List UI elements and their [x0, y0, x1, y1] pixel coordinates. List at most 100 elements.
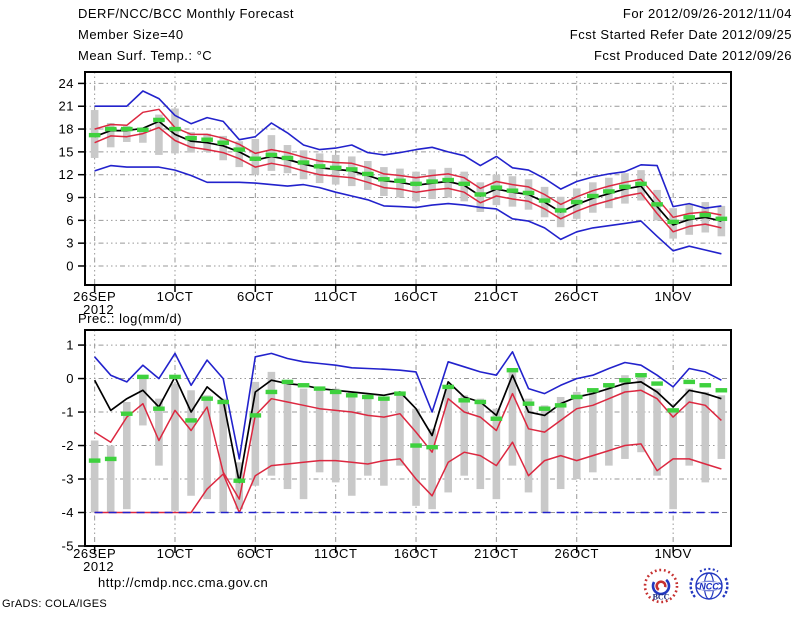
green-dash-marker — [345, 393, 358, 398]
page-title: DERF/NCC/BCC Monthly Forecast — [78, 6, 295, 21]
member-range-bar — [219, 398, 227, 513]
green-dash-marker — [651, 202, 663, 207]
green-dash-marker — [249, 413, 262, 418]
green-dash-marker — [474, 399, 487, 405]
series-lower-spread-red — [94, 126, 722, 233]
series-ensemble-mean-black — [94, 120, 722, 226]
member-range-bar — [171, 383, 179, 511]
green-dash-marker — [137, 127, 149, 133]
green-dash-marker — [619, 378, 631, 383]
green-dash-marker — [378, 396, 390, 401]
series-upper-spread-red — [94, 389, 722, 500]
green-dash-marker — [554, 403, 567, 408]
green-dash-marker — [120, 411, 133, 416]
member-range-bar — [122, 126, 131, 142]
green-dash-marker — [217, 140, 229, 145]
green-dash-marker — [619, 184, 631, 190]
x-tick-label: 6OCT — [237, 546, 274, 561]
y-tick-label: 1 — [66, 338, 74, 353]
member-range-bar — [476, 398, 485, 490]
series-envelope-min-blue — [94, 164, 722, 255]
member-range-bar — [251, 381, 260, 486]
green-dash-marker — [426, 445, 438, 450]
green-dash-marker — [104, 126, 117, 132]
green-dash-marker — [570, 394, 583, 400]
green-dash-marker — [635, 373, 647, 378]
x-tick-label: 16OCT — [394, 289, 438, 304]
member-range-bar — [155, 398, 163, 466]
bcc-logo-text: BCC — [653, 593, 670, 602]
member-range-bar — [155, 114, 163, 155]
green-dash-marker — [410, 443, 422, 448]
member-range-bar — [653, 388, 661, 476]
member-range-bar — [460, 395, 469, 476]
fcst-produced-label: Fcst Produced Date 2012/09/26 — [593, 48, 792, 63]
green-dash-marker — [587, 193, 599, 199]
green-dash-marker — [474, 192, 487, 197]
member-range-bar — [717, 395, 726, 459]
green-dash-marker — [88, 458, 101, 463]
series-envelope-max-blue — [94, 90, 722, 209]
member-range-bar — [492, 408, 501, 500]
member-range-bar — [637, 373, 645, 453]
member-range-bar — [364, 395, 372, 476]
member-range-bar — [203, 395, 211, 500]
member-range-bar — [396, 395, 404, 466]
green-dash-marker — [378, 177, 390, 182]
green-dash-marker — [715, 388, 728, 393]
green-dash-marker — [169, 374, 181, 380]
green-dash-marker — [635, 181, 647, 187]
x-tick-label: 26OCT — [555, 289, 599, 304]
green-dash-marker — [137, 374, 149, 380]
series-lower-spread-red — [94, 441, 722, 514]
member-range-bar — [412, 171, 420, 202]
member-range-bar — [605, 385, 613, 466]
series-envelope-max-blue — [93, 350, 722, 460]
member-range-bar — [235, 462, 244, 510]
green-dash-marker — [570, 199, 583, 205]
member-range-bar — [412, 408, 420, 506]
y-tick-label: 18 — [59, 122, 74, 137]
green-dash-marker — [699, 212, 712, 218]
x-tick-label: 26OCT — [555, 546, 599, 561]
green-dash-marker — [185, 418, 197, 423]
ncc-banner — [699, 581, 719, 591]
green-dash-marker — [281, 379, 294, 385]
ncc-wreath-left — [689, 576, 696, 598]
member-range-bar — [444, 388, 452, 493]
green-dash-marker — [651, 381, 663, 386]
green-dash-marker — [394, 391, 406, 396]
member-range-bar — [139, 375, 147, 426]
green-dash-marker — [538, 198, 551, 203]
green-dash-marker — [104, 456, 117, 462]
green-dash-marker — [490, 416, 503, 421]
y-tick-label: -1 — [61, 405, 74, 420]
member-range-bar — [476, 182, 485, 212]
green-dash-marker — [265, 389, 278, 395]
y-tick-label: -2 — [61, 438, 74, 453]
member-range-bar — [685, 388, 694, 466]
member-range-bar — [283, 381, 292, 490]
green-dash-marker — [329, 389, 342, 395]
green-dash-marker — [538, 406, 551, 411]
x-tick-label: 26SEP — [73, 546, 116, 561]
green-dash-marker — [458, 398, 471, 403]
green-dash-marker — [667, 219, 679, 225]
green-dash-marker — [362, 171, 374, 177]
green-dash-marker — [715, 216, 728, 222]
green-dash-marker — [587, 388, 599, 393]
member-range-bar — [187, 390, 195, 496]
y-tick-label: 24 — [59, 76, 74, 91]
member-range-bar — [701, 391, 710, 483]
member-range-bar — [187, 132, 195, 153]
green-dash-marker — [458, 181, 471, 187]
member-range-bar — [315, 386, 324, 473]
green-dash-marker — [603, 383, 615, 388]
y-tick-label: 21 — [59, 99, 74, 114]
green-dash-marker — [313, 386, 326, 391]
green-dash-marker — [683, 215, 696, 220]
green-dash-marker — [281, 155, 294, 161]
y-tick-label: -4 — [61, 505, 74, 520]
